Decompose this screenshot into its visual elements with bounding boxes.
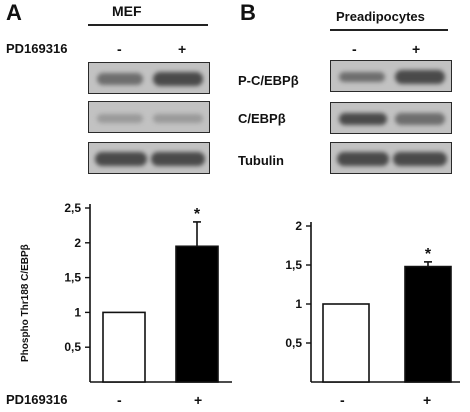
panel-a-treatment-label: PD169316 bbox=[6, 41, 68, 56]
band bbox=[393, 152, 447, 166]
panel-a-blot-phospho bbox=[88, 62, 210, 94]
panel-b-letter: B bbox=[240, 0, 256, 25]
y-tick-label: 1 bbox=[295, 297, 302, 311]
bar bbox=[404, 265, 452, 383]
bottom-treatment-label: PD169316 bbox=[6, 392, 68, 407]
bottom-a-sign-minus: - bbox=[117, 392, 122, 408]
blot-label-total: C/EBPβ bbox=[238, 111, 286, 126]
panel-a-cell-type: MEF bbox=[112, 3, 142, 19]
chart-b: 0,5 1 1,5 2 * bbox=[285, 219, 460, 383]
panel-b-blot-phospho bbox=[330, 60, 452, 92]
panel-a-blot-total bbox=[88, 101, 210, 133]
y-tick-label: 0,5 bbox=[285, 336, 302, 350]
band bbox=[151, 152, 205, 166]
chart-a: 0,5 1 1,5 2 2,5 * bbox=[64, 201, 232, 383]
panel-b-sign-minus: - bbox=[352, 41, 357, 57]
band bbox=[153, 72, 203, 86]
panel-b-sign-plus: + bbox=[412, 41, 421, 57]
significance-marker: * bbox=[425, 246, 432, 263]
y-tick-label: 1,5 bbox=[64, 271, 81, 285]
panel-a-header-rule bbox=[88, 24, 208, 26]
blot-label-phospho: P-C/EBPβ bbox=[238, 73, 299, 88]
y-tick-label: 1 bbox=[74, 305, 81, 319]
panel-b-blot-total bbox=[330, 102, 452, 134]
band bbox=[95, 152, 147, 166]
bottom-a-sign-plus: + bbox=[194, 392, 203, 408]
bar bbox=[175, 245, 219, 383]
y-tick-label: 2 bbox=[74, 236, 81, 250]
band bbox=[339, 113, 387, 125]
panel-a-sign-plus: + bbox=[178, 41, 187, 57]
panel-b-cell-type: Preadipocytes bbox=[336, 9, 425, 24]
y-tick-label: 2,5 bbox=[64, 201, 81, 215]
significance-marker: * bbox=[194, 206, 201, 223]
panel-a-sign-minus: - bbox=[117, 41, 122, 57]
band bbox=[337, 152, 389, 166]
band bbox=[395, 70, 445, 84]
band bbox=[153, 114, 203, 123]
band bbox=[97, 73, 143, 85]
blot-label-tubulin: Tubulin bbox=[238, 153, 284, 168]
panel-a-letter: A bbox=[6, 0, 22, 25]
y-tick-label: 0,5 bbox=[64, 340, 81, 354]
y-tick-label: 2 bbox=[295, 219, 302, 233]
bottom-b-sign-minus: - bbox=[340, 392, 345, 408]
band bbox=[97, 114, 143, 123]
band bbox=[395, 113, 445, 125]
band bbox=[339, 72, 385, 82]
panel-b-header-rule bbox=[330, 29, 448, 31]
bottom-b-sign-plus: + bbox=[423, 392, 432, 408]
bar bbox=[102, 311, 146, 383]
panel-a-blot-tubulin bbox=[88, 142, 210, 174]
y-tick-label: 1,5 bbox=[285, 258, 302, 272]
bar bbox=[322, 303, 370, 383]
panel-b-blot-tubulin bbox=[330, 142, 452, 174]
